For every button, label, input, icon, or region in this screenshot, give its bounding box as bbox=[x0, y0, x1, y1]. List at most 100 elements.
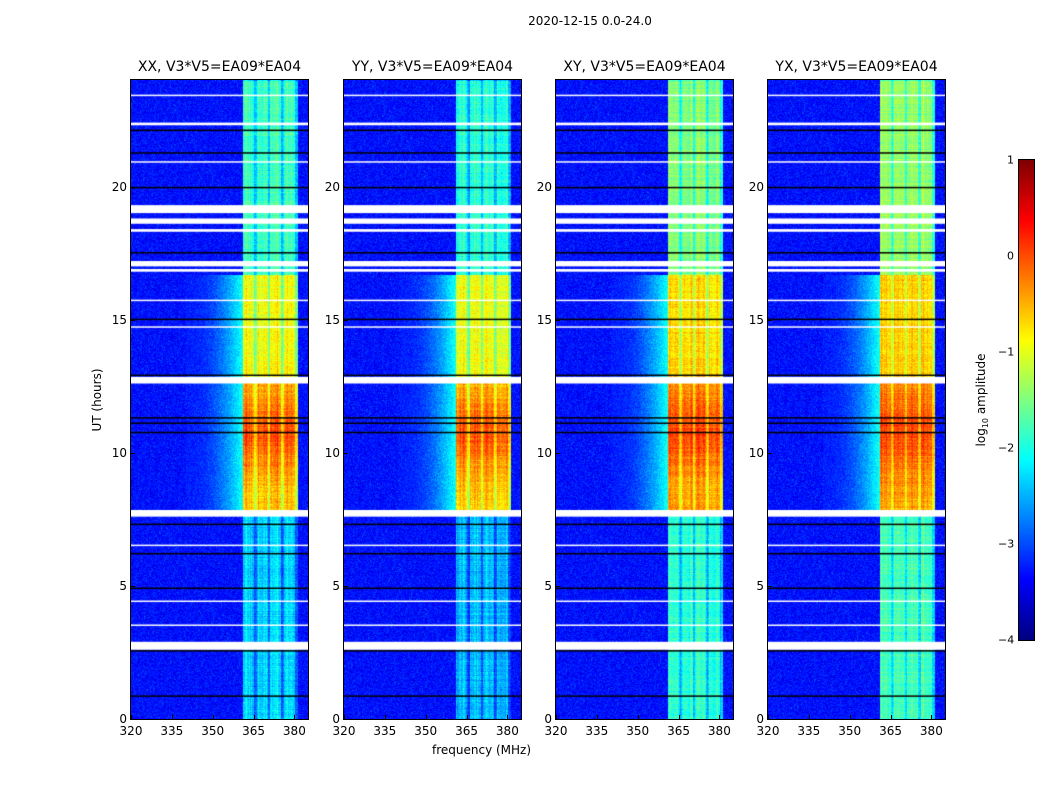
colorbar bbox=[1018, 159, 1035, 641]
x-tick-mark bbox=[678, 715, 680, 719]
colorbar-tick-label: −1 bbox=[998, 345, 1015, 359]
x-tick-label: 380 bbox=[495, 724, 519, 738]
y-tick-label: 10 bbox=[324, 445, 340, 460]
heatmap-image bbox=[131, 80, 308, 719]
y-tick-mark bbox=[556, 585, 560, 587]
x-tick-label: 380 bbox=[282, 724, 306, 738]
colorbar-tick-label: 0 bbox=[1007, 249, 1014, 263]
x-tick-mark bbox=[253, 715, 255, 719]
y-tick-mark bbox=[768, 719, 772, 720]
y-tick-mark bbox=[344, 719, 348, 720]
y-tick-label: 0 bbox=[756, 712, 764, 726]
waterfall-panel-0 bbox=[130, 79, 309, 720]
y-tick-label: 5 bbox=[332, 578, 340, 593]
y-tick-label: 5 bbox=[119, 578, 127, 593]
y-tick-label: 15 bbox=[748, 312, 764, 327]
y-tick-label: 15 bbox=[324, 312, 340, 327]
x-tick-mark bbox=[596, 715, 598, 719]
y-tick-mark bbox=[131, 186, 135, 188]
y-tick-mark bbox=[344, 585, 348, 587]
colorbar-label-rest: amplitude bbox=[973, 353, 988, 418]
x-tick-mark bbox=[808, 715, 810, 719]
x-tick-mark bbox=[425, 715, 427, 719]
x-tick-label: 350 bbox=[201, 724, 225, 738]
y-tick-mark bbox=[768, 585, 772, 587]
y-tick-label: 20 bbox=[324, 179, 340, 194]
y-tick-mark bbox=[131, 319, 135, 321]
colorbar-label-sub: 10 bbox=[981, 417, 991, 429]
x-tick-mark bbox=[171, 715, 173, 719]
x-tick-mark bbox=[849, 715, 851, 719]
y-tick-label: 0 bbox=[332, 712, 340, 726]
y-tick-label: 5 bbox=[544, 578, 552, 593]
y-tick-mark bbox=[131, 719, 135, 720]
panel-title: XX, V3*V5=EA09*EA04 bbox=[137, 59, 302, 75]
y-tick-mark bbox=[344, 452, 348, 454]
x-tick-label: 380 bbox=[707, 724, 731, 738]
colorbar-tick-label: −4 bbox=[998, 633, 1015, 647]
x-tick-label: 320 bbox=[332, 724, 356, 738]
x-tick-label: 350 bbox=[838, 724, 862, 738]
y-tick-label: 20 bbox=[748, 179, 764, 194]
x-tick-mark bbox=[344, 715, 345, 719]
y-tick-label: 15 bbox=[536, 312, 552, 327]
x-tick-mark bbox=[768, 715, 769, 719]
waterfall-panel-2 bbox=[555, 79, 734, 720]
panel-title: YY, V3*V5=EA09*EA04 bbox=[351, 59, 514, 75]
x-tick-mark bbox=[507, 715, 509, 719]
x-tick-label: 380 bbox=[919, 724, 943, 738]
x-tick-label: 320 bbox=[756, 724, 780, 738]
y-tick-label: 20 bbox=[536, 179, 552, 194]
colorbar-label: log10 amplitude bbox=[974, 354, 990, 447]
y-tick-mark bbox=[556, 186, 560, 188]
heatmap-image bbox=[556, 80, 733, 719]
y-tick-mark bbox=[768, 452, 772, 454]
y-tick-label: 15 bbox=[111, 312, 127, 327]
y-tick-label: 10 bbox=[748, 445, 764, 460]
x-tick-mark bbox=[294, 715, 296, 719]
y-tick-label: 10 bbox=[536, 445, 552, 460]
y-tick-label: 10 bbox=[111, 445, 127, 460]
x-tick-mark bbox=[466, 715, 468, 719]
x-tick-label: 335 bbox=[585, 724, 609, 738]
x-tick-mark bbox=[384, 715, 386, 719]
y-axis-label: UT (hours) bbox=[90, 368, 104, 432]
x-tick-label: 365 bbox=[879, 724, 902, 738]
x-tick-label: 350 bbox=[414, 724, 438, 738]
x-tick-mark bbox=[637, 715, 639, 719]
x-axis-label: frequency (MHz) bbox=[432, 743, 532, 757]
y-tick-label: 0 bbox=[544, 712, 552, 726]
x-tick-mark bbox=[890, 715, 892, 719]
x-tick-mark bbox=[131, 715, 132, 719]
y-tick-mark bbox=[556, 719, 560, 720]
x-tick-label: 335 bbox=[160, 724, 184, 738]
y-tick-mark bbox=[131, 452, 135, 454]
x-tick-mark bbox=[212, 715, 214, 719]
y-tick-label: 0 bbox=[119, 712, 127, 726]
y-tick-mark bbox=[344, 319, 348, 321]
colorbar-tick-label: 1 bbox=[1007, 153, 1014, 167]
x-tick-label: 320 bbox=[119, 724, 143, 738]
x-tick-mark bbox=[931, 715, 933, 719]
x-tick-label: 350 bbox=[626, 724, 650, 738]
waterfall-panel-1 bbox=[343, 79, 522, 720]
x-tick-label: 365 bbox=[455, 724, 478, 738]
heatmap-image bbox=[344, 80, 521, 719]
x-tick-label: 335 bbox=[797, 724, 821, 738]
y-tick-label: 20 bbox=[111, 179, 127, 194]
y-tick-mark bbox=[768, 319, 772, 321]
colorbar-label-log: log bbox=[973, 428, 988, 447]
colorbar-tick-label: −2 bbox=[998, 441, 1015, 455]
x-tick-mark bbox=[556, 715, 557, 719]
y-tick-label: 5 bbox=[756, 578, 764, 593]
y-tick-mark bbox=[131, 585, 135, 587]
figure-title: 2020-12-15 0.0-24.0 bbox=[528, 14, 652, 28]
y-tick-mark bbox=[556, 452, 560, 454]
panel-title: YX, V3*V5=EA09*EA04 bbox=[775, 59, 938, 75]
y-tick-mark bbox=[768, 186, 772, 188]
x-tick-label: 365 bbox=[242, 724, 265, 738]
heatmap-image bbox=[768, 80, 945, 719]
x-tick-mark bbox=[719, 715, 721, 719]
x-tick-label: 335 bbox=[373, 724, 397, 738]
y-tick-mark bbox=[344, 186, 348, 188]
